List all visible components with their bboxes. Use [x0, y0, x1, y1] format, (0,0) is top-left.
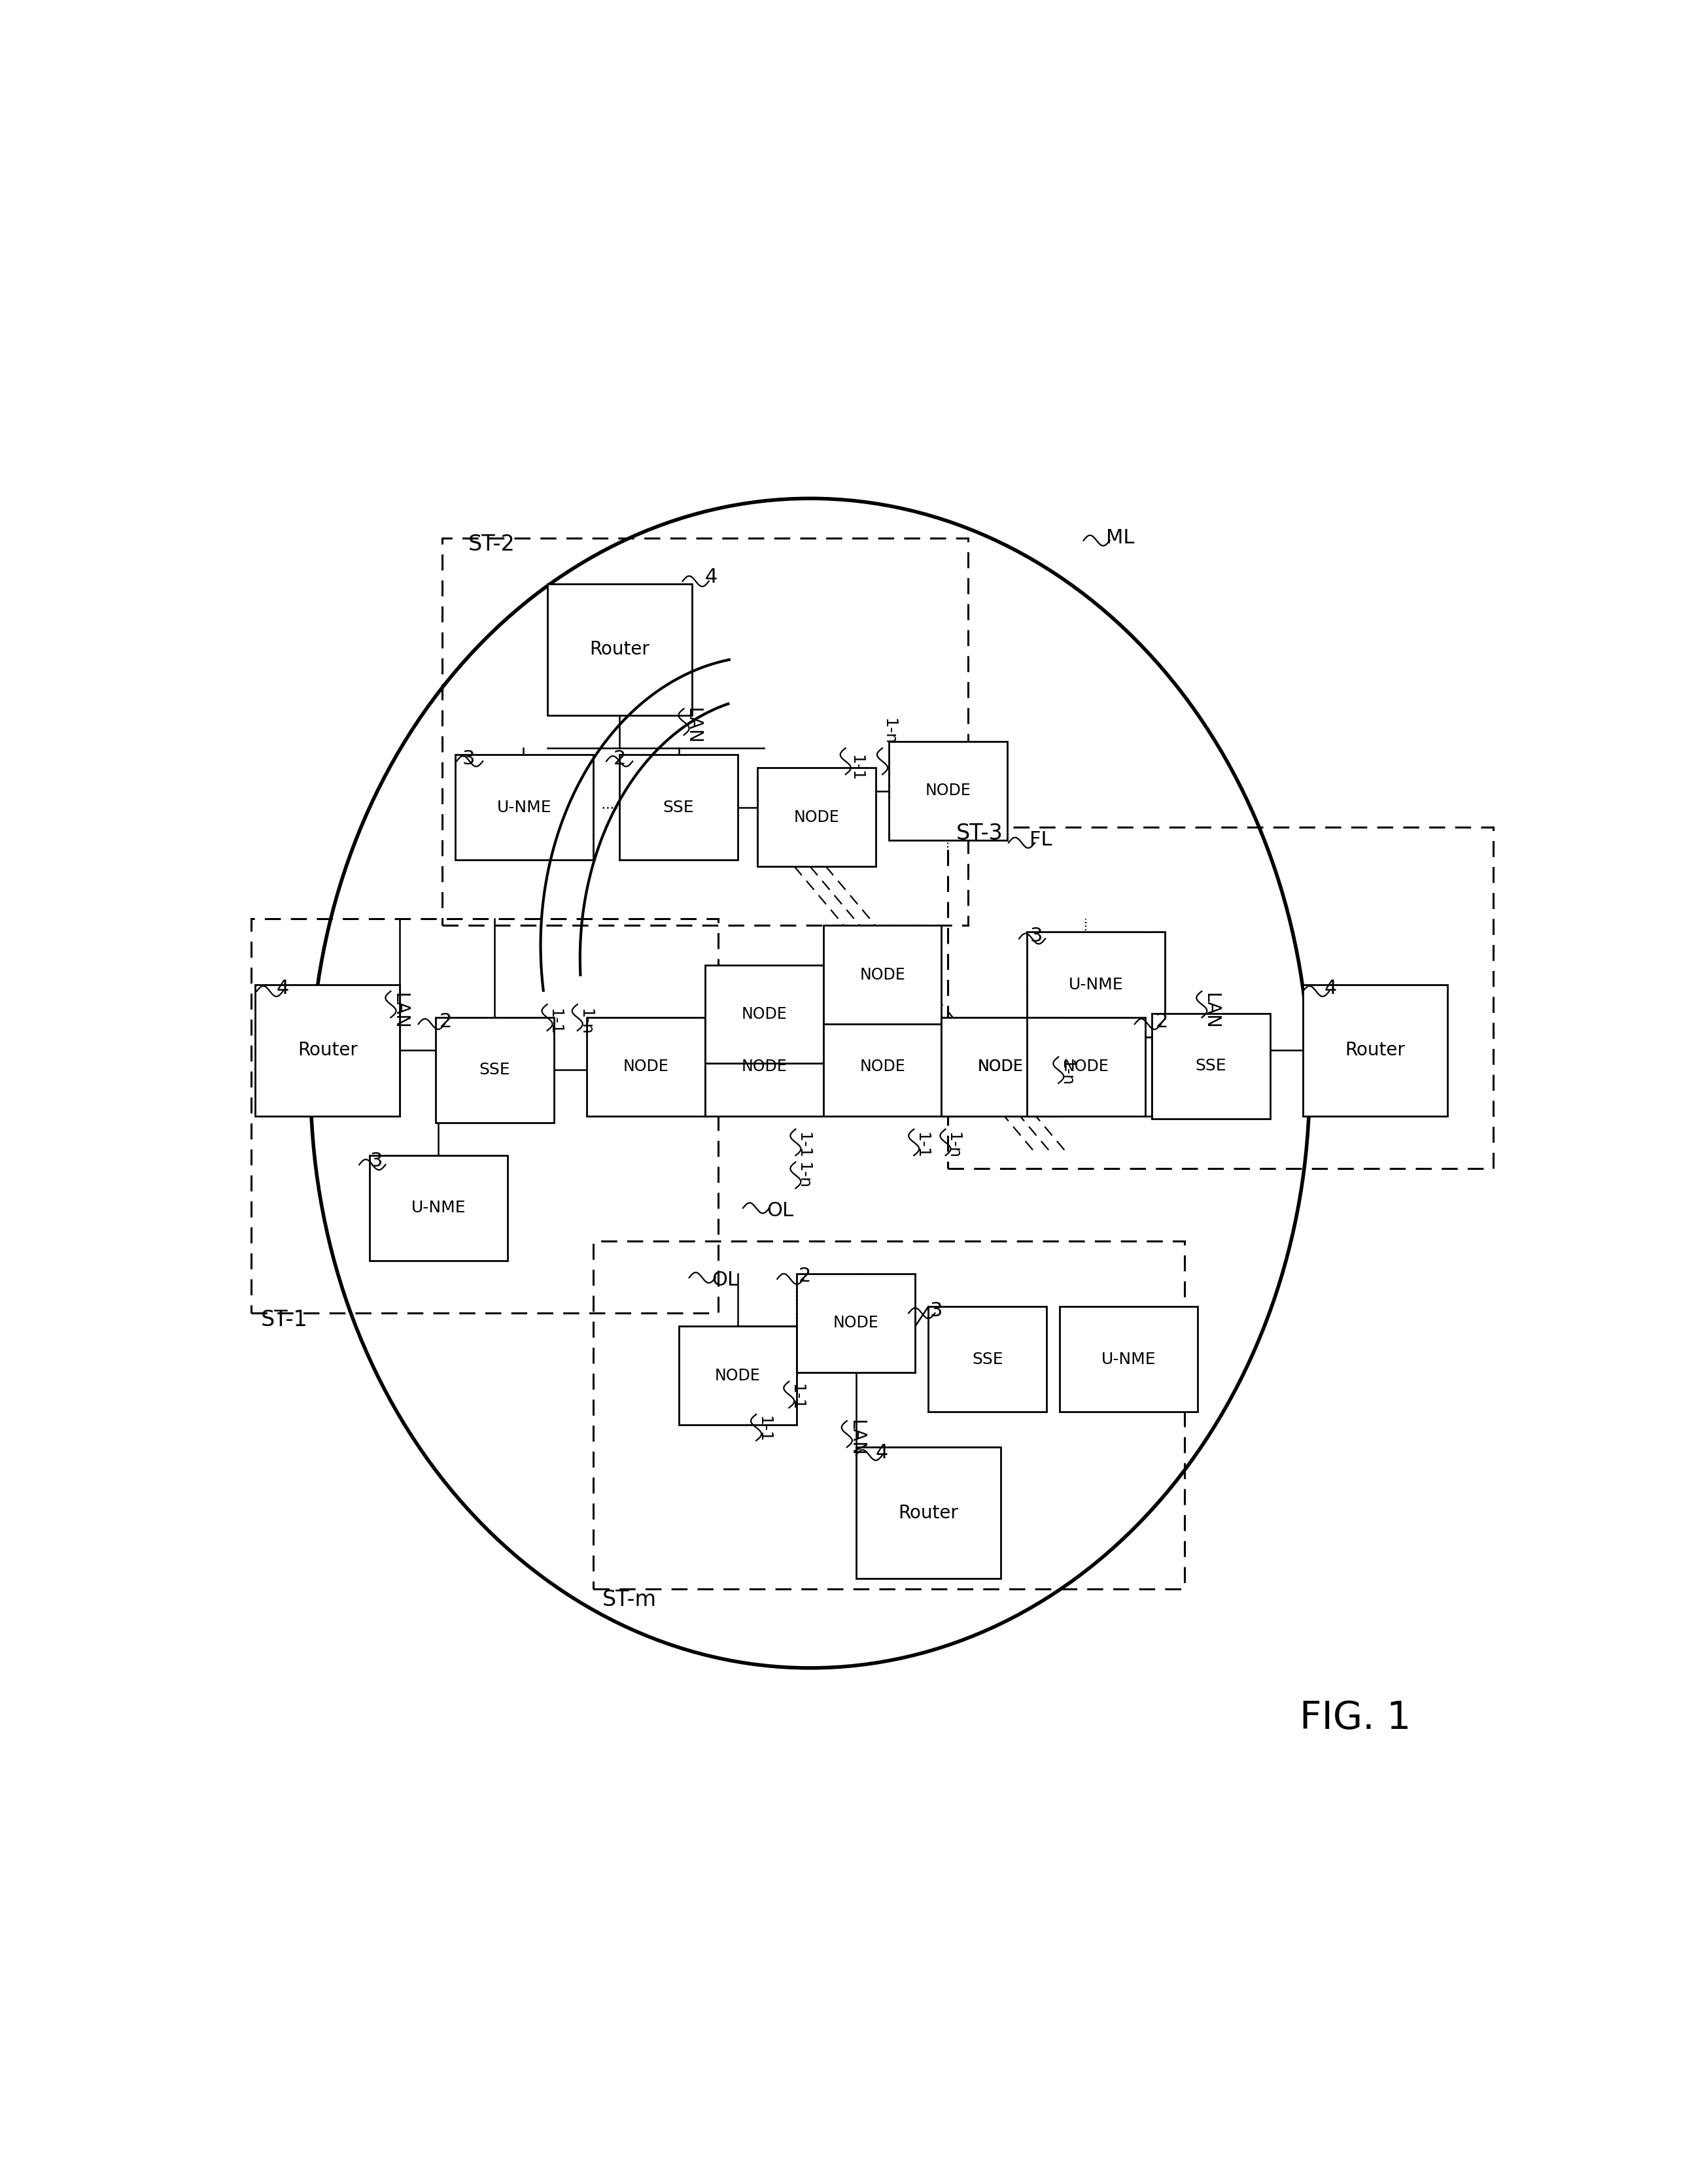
Text: NODE: NODE	[926, 784, 970, 799]
Bar	[928, 1306, 1046, 1411]
Bar	[587, 1018, 706, 1116]
Bar	[1060, 1306, 1197, 1411]
Bar	[256, 985, 400, 1116]
Bar	[948, 828, 1494, 1168]
Text: NODE: NODE	[979, 1059, 1023, 1075]
Bar	[889, 743, 1007, 841]
Bar	[823, 926, 941, 1024]
Text: 3: 3	[370, 1151, 383, 1171]
Bar	[1303, 985, 1448, 1116]
Text: LAN: LAN	[683, 708, 702, 745]
Bar	[1028, 933, 1165, 1037]
Bar	[251, 919, 717, 1313]
Text: NODE: NODE	[1063, 1059, 1109, 1075]
Text: NODE: NODE	[860, 968, 906, 983]
Text: ML: ML	[1106, 529, 1135, 548]
Text: 4: 4	[706, 568, 717, 587]
Text: 2: 2	[799, 1267, 811, 1286]
Bar	[758, 769, 875, 867]
Text: NODE: NODE	[622, 1059, 668, 1075]
Text: 3: 3	[929, 1302, 943, 1319]
Text: U-NME: U-NME	[412, 1201, 466, 1216]
Text: 1-n: 1-n	[795, 1162, 811, 1188]
Bar	[678, 1326, 797, 1424]
Text: 2: 2	[1155, 1011, 1169, 1031]
Text: ST-1: ST-1	[261, 1308, 307, 1330]
Bar	[436, 1018, 555, 1123]
Text: 4: 4	[1325, 978, 1336, 998]
Bar	[706, 1018, 823, 1116]
Text: U-NME: U-NME	[1101, 1352, 1157, 1367]
Text: Router: Router	[297, 1042, 358, 1059]
Text: NODE: NODE	[979, 1059, 1023, 1075]
Text: SSE: SSE	[663, 799, 694, 815]
Text: U-NME: U-NME	[497, 799, 551, 815]
Text: LAN: LAN	[1202, 994, 1219, 1029]
Text: ST-3: ST-3	[957, 823, 1002, 845]
Text: ST-m: ST-m	[602, 1588, 656, 1610]
Text: NODE: NODE	[794, 810, 840, 826]
Text: SSE: SSE	[478, 1061, 510, 1079]
Text: NODE: NODE	[741, 1059, 787, 1075]
Text: OL: OL	[767, 1201, 794, 1221]
Bar	[1028, 1018, 1145, 1116]
Text: OL: OL	[712, 1271, 738, 1291]
Text: 2: 2	[614, 749, 626, 769]
Bar	[619, 756, 738, 860]
Bar	[1152, 1013, 1270, 1118]
Bar	[797, 1273, 916, 1372]
Bar	[443, 537, 968, 926]
Text: U-NME: U-NME	[1068, 976, 1123, 992]
Text: ST-2: ST-2	[468, 533, 516, 555]
Text: 3: 3	[461, 749, 475, 769]
Text: 1-1: 1-1	[548, 1009, 563, 1035]
Text: 4: 4	[875, 1444, 889, 1461]
Text: 1-1: 1-1	[756, 1415, 772, 1441]
Text: 1-1: 1-1	[789, 1385, 806, 1411]
Text: 4: 4	[276, 978, 288, 998]
Text: 2: 2	[439, 1011, 453, 1031]
Text: Router: Router	[590, 640, 650, 660]
Bar	[856, 1448, 1001, 1579]
Text: 1-n: 1-n	[945, 1131, 962, 1158]
Text: SSE: SSE	[972, 1352, 1002, 1367]
Bar	[594, 1241, 1184, 1590]
Bar	[548, 583, 692, 716]
Text: Router: Router	[1345, 1042, 1406, 1059]
Text: FL: FL	[1029, 830, 1052, 850]
Text: 1-n: 1-n	[1058, 1059, 1074, 1085]
Bar	[455, 756, 594, 860]
Text: FIG. 1: FIG. 1	[1299, 1699, 1411, 1736]
Text: LAN: LAN	[846, 1420, 865, 1457]
Text: SSE: SSE	[1196, 1059, 1226, 1075]
Bar	[370, 1155, 507, 1260]
Bar	[941, 1018, 1060, 1116]
Bar	[941, 1018, 1060, 1116]
Bar	[823, 1018, 941, 1116]
Text: Router: Router	[899, 1505, 958, 1522]
Text: NODE: NODE	[741, 1007, 787, 1022]
Text: NODE: NODE	[833, 1315, 879, 1330]
Text: 1-n: 1-n	[577, 1009, 594, 1035]
Text: 3: 3	[1029, 926, 1043, 946]
Text: LAN: LAN	[390, 994, 409, 1029]
Text: 1-n: 1-n	[880, 719, 897, 745]
Text: 1-1: 1-1	[848, 753, 863, 782]
Text: 1-1: 1-1	[914, 1131, 929, 1158]
Bar	[706, 965, 823, 1064]
Text: 1-1: 1-1	[795, 1131, 811, 1158]
Text: NODE: NODE	[716, 1367, 760, 1382]
Text: NODE: NODE	[860, 1059, 906, 1075]
